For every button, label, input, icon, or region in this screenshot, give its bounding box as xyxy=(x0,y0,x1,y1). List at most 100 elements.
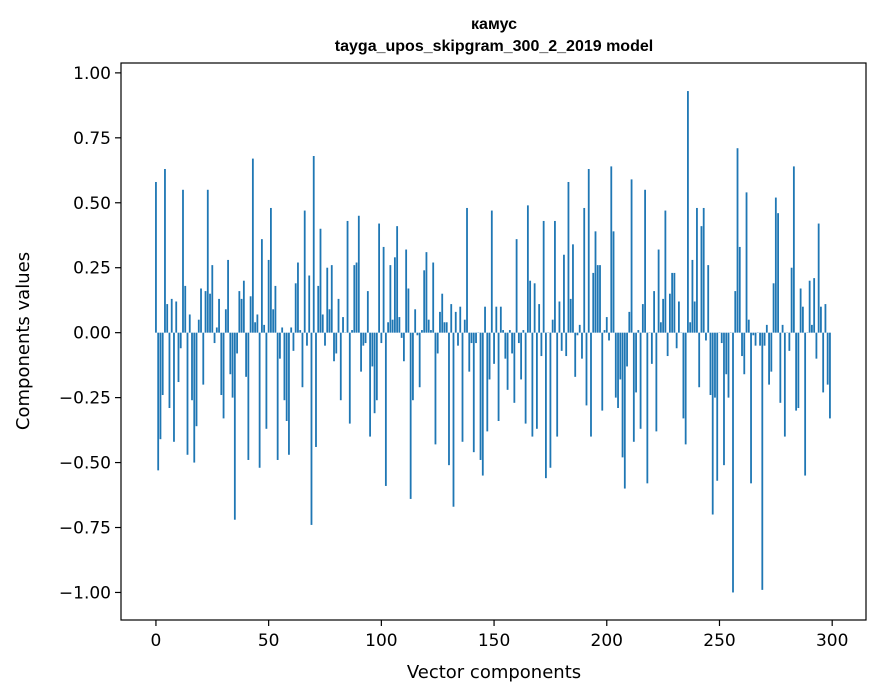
bar xyxy=(779,332,782,403)
bar xyxy=(324,332,326,346)
bar xyxy=(355,262,358,333)
bar xyxy=(366,291,369,333)
bar xyxy=(393,257,396,333)
bar xyxy=(488,332,491,380)
bar xyxy=(416,332,419,336)
bar xyxy=(432,262,435,333)
bar xyxy=(281,327,284,333)
bar xyxy=(170,298,173,333)
bar xyxy=(373,332,376,414)
bar xyxy=(335,332,338,354)
bar xyxy=(558,301,561,333)
chart-subtitle: tayga_upos_skipgram_300_2_2019 model xyxy=(335,38,653,55)
bar xyxy=(526,205,529,333)
bar xyxy=(164,168,166,333)
bar xyxy=(211,265,214,333)
bar xyxy=(369,332,371,437)
y-tick-label: −0.50 xyxy=(59,454,111,474)
bar xyxy=(209,293,211,333)
bars-group xyxy=(155,91,831,593)
bar xyxy=(398,317,401,333)
bar xyxy=(333,332,335,362)
y-tick-label: 0.00 xyxy=(73,324,111,344)
bar xyxy=(508,330,511,333)
bar xyxy=(220,332,223,396)
y-axis-label: Components values xyxy=(13,252,34,430)
bar xyxy=(752,332,755,336)
bar xyxy=(412,332,414,401)
bar xyxy=(184,285,187,333)
bar xyxy=(799,288,802,333)
bar xyxy=(448,332,450,466)
bar xyxy=(188,314,191,333)
bar xyxy=(193,332,196,463)
bar xyxy=(585,332,588,406)
bar xyxy=(761,332,764,590)
bar xyxy=(801,306,804,333)
bar xyxy=(441,293,444,333)
bar xyxy=(549,332,552,468)
bar xyxy=(490,210,493,333)
bar xyxy=(400,332,403,338)
bar xyxy=(357,215,360,333)
bar xyxy=(810,324,813,333)
bar xyxy=(459,306,462,333)
bar xyxy=(745,192,748,333)
bar xyxy=(466,207,468,333)
bar xyxy=(182,189,184,333)
bar xyxy=(276,332,279,460)
bar xyxy=(754,332,757,346)
bar xyxy=(380,332,383,344)
bar xyxy=(659,322,662,333)
bar xyxy=(157,332,160,471)
bar xyxy=(709,332,712,396)
y-tick-label: 0.75 xyxy=(73,129,111,149)
bar xyxy=(815,332,818,359)
bar xyxy=(707,265,710,333)
bar xyxy=(173,332,175,442)
bar xyxy=(792,166,795,333)
bar xyxy=(720,332,723,344)
bar xyxy=(436,332,439,354)
bar xyxy=(445,322,448,333)
bar xyxy=(195,332,198,427)
bar xyxy=(517,332,520,344)
x-tick-label: 200 xyxy=(591,631,623,651)
bar xyxy=(283,332,286,401)
bar xyxy=(290,327,293,333)
bar xyxy=(497,332,500,421)
bar xyxy=(578,324,581,333)
bar xyxy=(405,249,408,333)
bar xyxy=(231,332,234,398)
bar xyxy=(206,189,209,333)
bar xyxy=(637,330,640,333)
bar xyxy=(759,332,761,346)
bar xyxy=(389,265,392,333)
bar xyxy=(215,327,218,333)
bar xyxy=(560,332,563,351)
bar xyxy=(155,181,157,333)
bar xyxy=(808,280,811,333)
bar xyxy=(655,332,658,432)
bar xyxy=(382,246,385,333)
bar xyxy=(610,166,613,333)
bar xyxy=(596,265,599,333)
bar xyxy=(533,283,536,333)
bar xyxy=(315,332,317,447)
bar xyxy=(623,332,626,489)
bar xyxy=(741,332,743,357)
bar xyxy=(242,280,245,333)
bar xyxy=(696,207,698,333)
bar xyxy=(308,275,311,333)
bar xyxy=(351,330,353,333)
bar xyxy=(666,332,669,357)
bar xyxy=(229,332,232,375)
bar xyxy=(360,332,362,372)
bar xyxy=(175,301,178,333)
bar xyxy=(736,148,739,333)
bar xyxy=(470,332,473,344)
x-axis: 0 50 100 150 200 250 300 xyxy=(151,620,848,651)
bar xyxy=(468,332,471,372)
bar xyxy=(330,265,333,333)
